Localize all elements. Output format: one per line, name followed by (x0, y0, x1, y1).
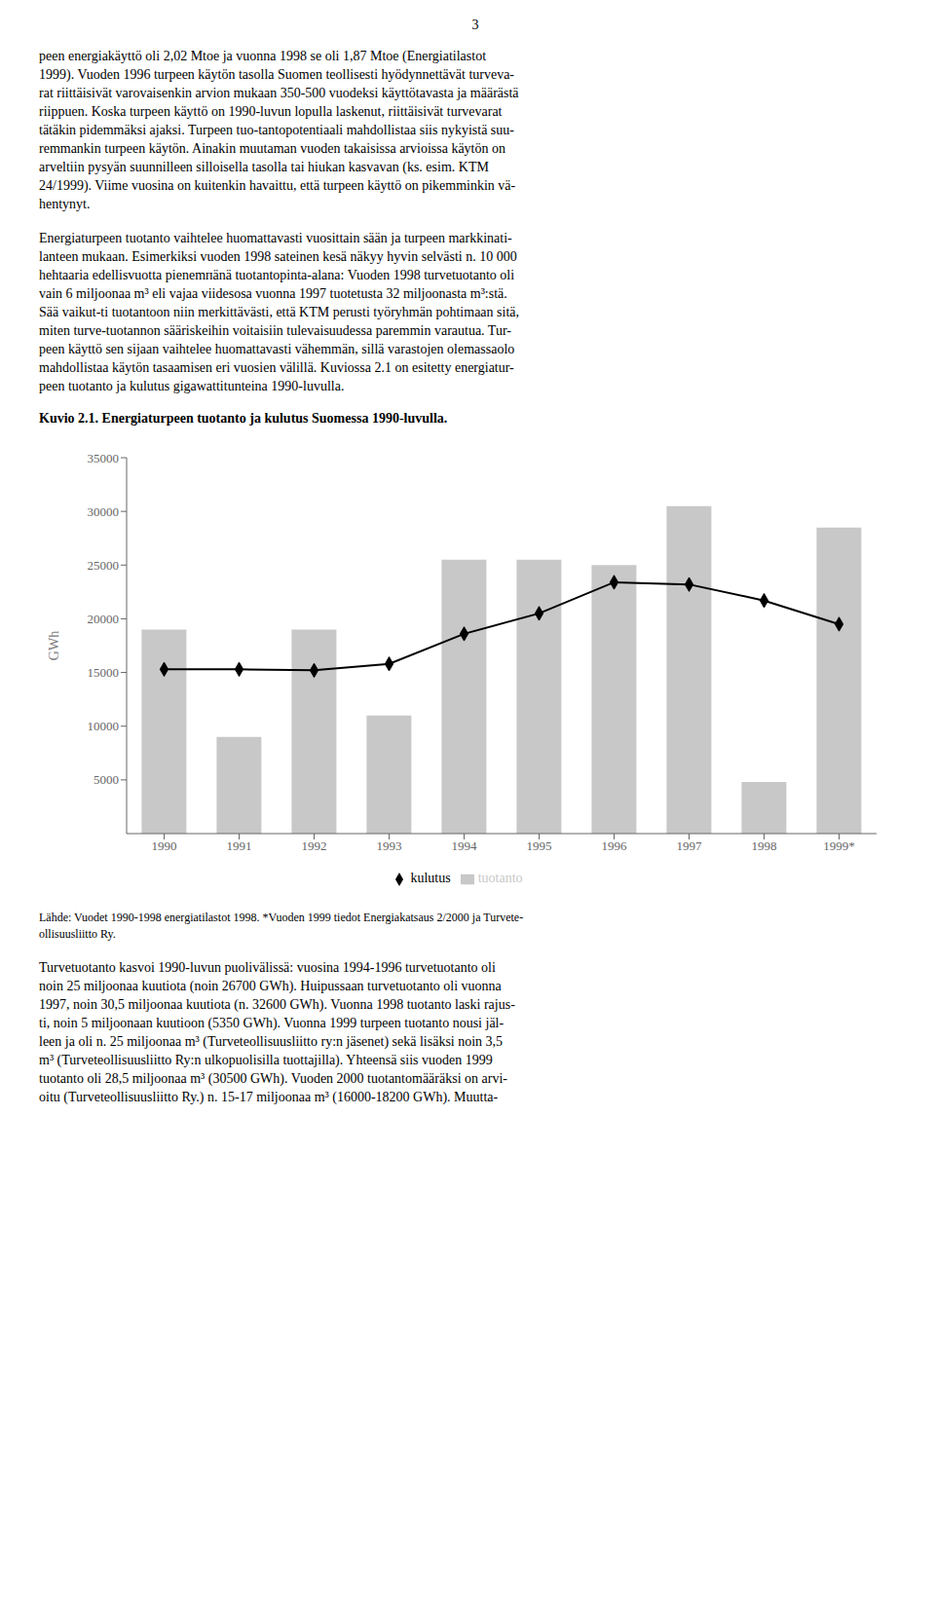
svg-text:1992: 1992 (301, 838, 328, 854)
html-text:tuotanto oli 28,5 miljoonaa m³: tuotanto oli 28,5 miljoonaa m³ (30500 GW… (38, 1071, 508, 1086)
html-text:miten turve-tuotannon sääriske: miten turve-tuotannon sääriskeihin voita… (38, 323, 512, 338)
html-text:1997, noin 30,5 miljoonaa kuut: 1997, noin 30,5 miljoonaa kuutiota (n. 3… (38, 997, 516, 1012)
html-text:1999). Vuoden 1996 turpeen käy: 1999). Vuoden 1996 turpeen käytön tasoll… (38, 67, 515, 82)
html-text:m³ (Turveteollisuusliitto Ry:n: m³ (Turveteollisuusliitto Ry:n ulkopuoli… (38, 1052, 493, 1068)
html-text:riippuen. Koska turpeen käyttö: riippuen. Koska turpeen käyttö on 1990-l… (38, 104, 503, 119)
html-text:peen tuotanto ja kulutus gigaw: peen tuotanto ja kulutus gigawattituntei… (38, 378, 345, 394)
html-text:Turvetuotanto kasvoi 1990-luvu: Turvetuotanto kasvoi 1990-luvun puoliväl… (38, 960, 496, 975)
html-text:leen ja oli n. 25 miljoonaa m³: leen ja oli n. 25 miljoonaa m³ (Turveteo… (38, 1034, 503, 1049)
svg-text:1995: 1995 (526, 838, 553, 854)
html-text:Sää vaikut-ti tuotantoon niin: Sää vaikut-ti tuotantoon niin merkittävä… (38, 304, 520, 320)
svg-text:1993: 1993 (376, 838, 403, 854)
html-text:tätäkin pidemmäksi ajaksi. Tur: tätäkin pidemmäksi ajaksi. Turpeen tuo-t… (38, 122, 515, 138)
html-text:Kuvio 2.1. Energiaturpeen tuot: Kuvio 2.1. Energiaturpeen tuotanto ja ku… (38, 411, 448, 426)
svg-text:1999*: 1999* (822, 838, 856, 854)
html-text:kulutus: kulutus (410, 870, 451, 886)
html-text:3: 3 (471, 17, 479, 33)
svg-text:1991: 1991 (226, 838, 253, 854)
svg-text:1998: 1998 (751, 838, 778, 854)
svg-text:1994: 1994 (451, 838, 479, 854)
html-text:ti, noin 5 miljoonaan kuutioon: ti, noin 5 miljoonaan kuutioon (5350 GWh… (38, 1015, 504, 1031)
html-text:arveltiin pysyän suunnilleen s: arveltiin pysyän suunnilleen silloisella… (38, 159, 489, 175)
html-text:mahdollistaa käytön tasaamisen: mahdollistaa käytön tasaamisen eri vuosi… (38, 360, 515, 375)
svg-text:GWh: GWh (46, 631, 62, 661)
svg-text:1996: 1996 (601, 838, 629, 854)
html-text:tuotanto: tuotanto (477, 870, 523, 886)
html-text:lanteen mukaan. Esimerkiksi vu: lanteen mukaan. Esimerkiksi vuoden 1998 … (38, 249, 517, 264)
html-text:noin 25 miljoonaa kuutiota (no: noin 25 miljoonaa kuutiota (noin 26700 G… (38, 978, 502, 994)
html-text:hentynyt.: hentynyt. (38, 196, 91, 212)
html-text:rat riittäisivät varovaisenkin: rat riittäisivät varovaisenkin arvion mu… (38, 85, 519, 101)
html-text:peen energiakäyttö oli 2,02 Mt: peen energiakäyttö oli 2,02 Mtoe ja vuon… (38, 48, 487, 64)
html-text:hehtaaria edellisvuotta pienem: hehtaaria edellisvuotta pienemпänä tuota… (38, 267, 515, 283)
svg-text:1997: 1997 (676, 838, 704, 854)
html-text:peen käyttö sen sijaan vaihtel: peen käyttö sen sijaan vaihtelee huomatt… (38, 341, 515, 357)
svg-text:10000: 10000 (87, 718, 120, 734)
html-text:vain 6 miljoonaa m³ eli vajaa: vain 6 miljoonaa m³ eli vajaa viidesosa … (38, 286, 508, 301)
html-text:remmankin turpeen käytön. Aina: remmankin turpeen käytön. Ainakin muutam… (38, 141, 506, 156)
html-text:Lähde: Vuodet 1990-1998 energi: Lähde: Vuodet 1990-1998 energiatilastot … (38, 910, 524, 925)
svg-text:30000: 30000 (87, 504, 120, 520)
svg-text:15000: 15000 (87, 665, 120, 680)
svg-text:35000: 35000 (87, 450, 120, 466)
svg-text:1990: 1990 (151, 838, 178, 854)
html-text:Energiaturpeen tuotanto vaihte: Energiaturpeen tuotanto vaihtelee huomat… (38, 230, 513, 246)
html-text:ollisuusliitto Ry.: ollisuusliitto Ry. (38, 927, 116, 941)
svg-text:5000: 5000 (93, 772, 119, 787)
svg-text:25000: 25000 (87, 558, 120, 573)
html-text:oitu (Turveteollisuusliitto Ry: oitu (Turveteollisuusliitto Ry.) n. 15-1… (38, 1089, 498, 1105)
svg-text:20000: 20000 (87, 611, 120, 627)
html-text:24/1999). Viime vuosina on kui: 24/1999). Viime vuosina on kuitenkin hav… (38, 178, 516, 193)
